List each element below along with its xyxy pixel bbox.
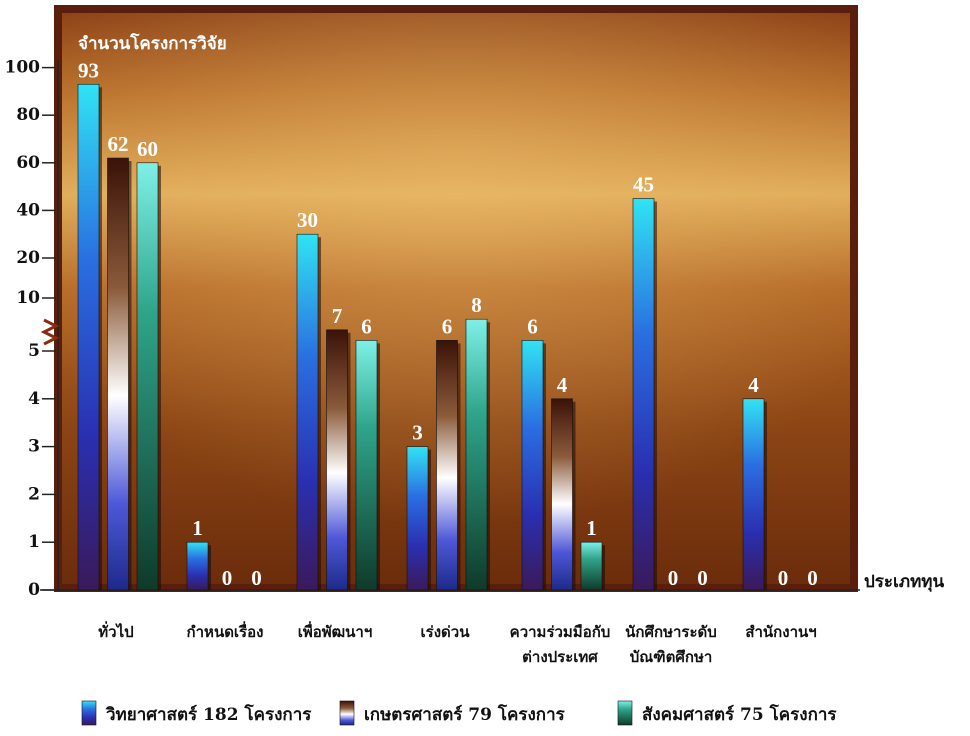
bar xyxy=(355,340,378,591)
data-label: 30 xyxy=(297,208,318,232)
data-label: 0 xyxy=(697,566,708,590)
data-label: 60 xyxy=(137,137,158,161)
bar xyxy=(406,446,429,591)
data-label: 6 xyxy=(361,314,372,338)
y-tick-label: 5 xyxy=(28,341,40,361)
legend-label: เกษตรศาสตร์ 79 โครงการ xyxy=(364,704,566,725)
y-tick-label: 1 xyxy=(28,532,40,552)
bar xyxy=(186,541,209,591)
x-tick-label: นักศึกษาระดับ xyxy=(625,623,717,641)
data-label: 6 xyxy=(442,314,453,338)
data-label: 1 xyxy=(192,516,203,540)
bar xyxy=(296,233,319,591)
bar xyxy=(632,198,655,591)
bar xyxy=(136,162,159,591)
legend-swatch xyxy=(339,700,355,726)
x-tick-label: ทั่วไป xyxy=(98,621,133,641)
legend-swatch xyxy=(617,700,633,726)
bar xyxy=(107,157,129,591)
data-label: 4 xyxy=(557,373,568,397)
bar xyxy=(77,83,100,591)
x-tick-label: บัณฑิตศึกษา xyxy=(630,648,713,666)
y-tick-label: 10 xyxy=(16,288,40,308)
data-label: 6 xyxy=(527,314,538,338)
legend-label: วิทยาศาสตร์ 182 โครงการ xyxy=(106,704,313,725)
bar xyxy=(521,340,544,591)
y-tick-label: 4 xyxy=(28,389,40,409)
y-tick-label: 0 xyxy=(28,580,40,600)
bar xyxy=(551,398,573,591)
x-tick-label: กำหนดเรื่อง xyxy=(187,621,264,641)
data-label: 3 xyxy=(412,421,423,445)
data-label: 0 xyxy=(778,566,789,590)
bar xyxy=(326,329,348,591)
legend-label: สังคมศาสตร์ 75 โครงการ xyxy=(642,704,837,725)
data-label: 0 xyxy=(222,566,233,590)
y-tick-label: 3 xyxy=(28,437,40,457)
x-axis-title: ประเภททุน xyxy=(864,572,944,592)
bar xyxy=(436,340,458,591)
y-tick-label: 2 xyxy=(28,484,40,504)
y-tick-label: 80 xyxy=(16,105,40,125)
data-label: 4 xyxy=(748,373,759,397)
y-axis-title: จำนวนโครงการวิจัย xyxy=(78,33,227,54)
x-tick-label: ต่างประเทศ xyxy=(522,648,598,666)
data-label: 45 xyxy=(633,173,654,197)
x-tick-label: ความร่วมมือกับ xyxy=(510,623,611,641)
y-tick-label: 60 xyxy=(16,153,40,173)
bar xyxy=(580,541,603,591)
legend: วิทยาศาสตร์ 182 โครงการ เกษตรศาสตร์ 79 โค… xyxy=(81,700,837,726)
y-tick-label: 20 xyxy=(16,248,40,268)
x-tick-label: สำนักงานฯ xyxy=(745,623,816,641)
bar xyxy=(465,318,488,591)
data-label: 0 xyxy=(251,566,262,590)
data-label: 7 xyxy=(332,304,343,328)
data-label: 1 xyxy=(586,516,597,540)
data-label: 62 xyxy=(108,132,129,156)
legend-swatch xyxy=(81,700,97,726)
data-label: 0 xyxy=(807,566,818,590)
bar xyxy=(742,398,765,591)
data-label: 93 xyxy=(78,58,99,82)
y-tick-label: 100 xyxy=(5,58,41,78)
axis-break-icon xyxy=(40,318,60,346)
y-tick-label: 40 xyxy=(16,200,40,220)
data-label: 0 xyxy=(668,566,679,590)
x-tick-label: เพื่อพัฒนาฯ xyxy=(298,621,373,641)
data-label: 8 xyxy=(471,293,482,317)
x-tick-label: เร่งด่วน xyxy=(421,623,471,641)
